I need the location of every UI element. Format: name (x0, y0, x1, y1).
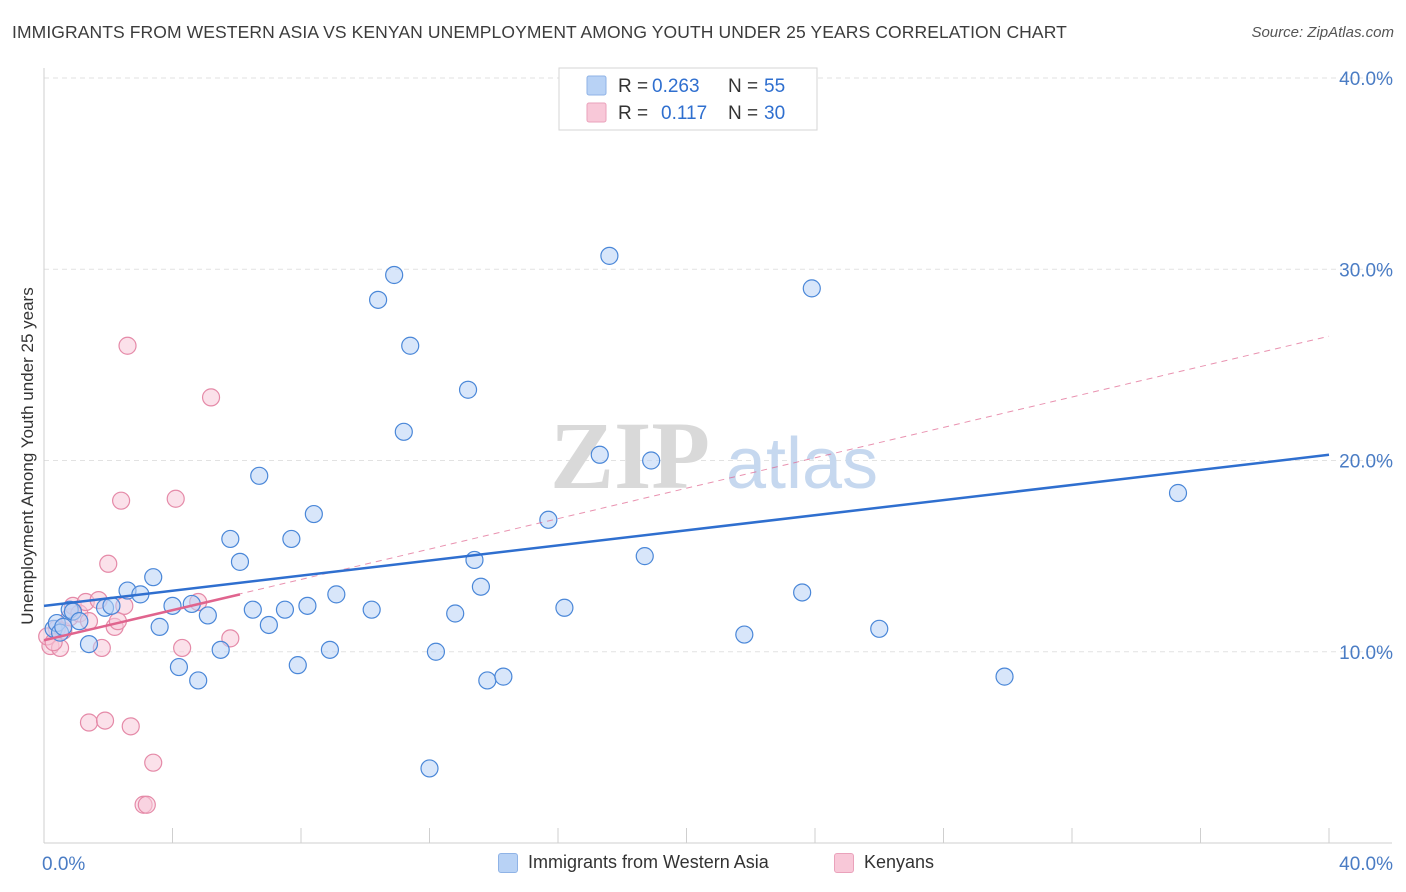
watermark: ZIP atlas (550, 402, 878, 509)
western-asia-point (320, 640, 340, 659)
kenyans-point (144, 753, 163, 772)
western-asia-point (539, 510, 558, 529)
y-tick-label: 40.0% (1339, 69, 1393, 90)
western-asia-point (54, 617, 73, 636)
axes (43, 68, 1392, 844)
western-asia-point (401, 336, 420, 355)
legend-r-label-kenyans: R = (618, 103, 648, 124)
western-asia-point (102, 596, 121, 615)
legend-swatch-western-asia (498, 852, 518, 873)
western-asia-point (327, 585, 346, 604)
western-asia-point (458, 380, 478, 399)
legend-n-label-western-asia: N = (728, 76, 758, 97)
y-tick-label: 10.0% (1339, 643, 1393, 664)
x-tick-labels: 0.0% 40.0% (42, 854, 1393, 875)
legend-n-value-western-asia: 55 (764, 76, 785, 97)
western-asia-point (1168, 483, 1188, 503)
y-tick-label: 30.0% (1339, 260, 1393, 281)
x-tick-label: 40.0% (1339, 854, 1393, 875)
western-asia-trend-line (43, 453, 1330, 608)
western-asia-point (471, 577, 490, 596)
legend-label-kenyans: Kenyans (864, 852, 935, 872)
kenyans-trend-extended (43, 335, 1330, 641)
western-asia-points (44, 246, 1188, 778)
legend-item-western-asia[interactable]: Immigrants from Western Asia (498, 852, 769, 873)
western-asia-point (70, 612, 89, 631)
western-asia-point (394, 422, 413, 441)
legend-r-value-western-asia: 0.263 (652, 76, 700, 97)
kenyans-point (79, 713, 99, 732)
western-asia-point (221, 529, 240, 549)
legend-box: R = 0.263 N = 55 R = 0.117 N = 30 (558, 67, 818, 131)
western-asia-point (385, 265, 404, 285)
legend-r-label-western-asia: R = (618, 76, 648, 97)
western-asia-point (426, 642, 446, 661)
x-ticks (172, 828, 1330, 843)
western-asia-point (250, 466, 269, 485)
western-asia-point (144, 568, 163, 587)
chart-title: IMMIGRANTS FROM WESTERN ASIA VS KENYAN U… (12, 22, 1067, 42)
bottom-legend: Immigrants from Western Asia Kenyans (0, 852, 1406, 876)
legend-n-value-kenyans: 30 (764, 103, 785, 124)
western-asia-point (494, 667, 513, 686)
y-tick-labels: 10.0% 20.0% 30.0% 40.0% (1339, 69, 1393, 664)
western-asia-point (169, 657, 189, 677)
legend-n-label-kenyans: N = (728, 103, 758, 124)
western-asia-point (590, 445, 609, 464)
western-asia-point (635, 547, 654, 566)
legend-swatch-kenyans (586, 102, 607, 123)
kenyans-point (99, 554, 118, 573)
western-asia-point (995, 667, 1014, 686)
western-asia-point (446, 604, 465, 623)
western-asia-point (793, 583, 812, 602)
kenyans-point (201, 388, 221, 407)
western-asia-point (259, 615, 278, 635)
western-asia-point (802, 279, 821, 298)
western-asia-point (369, 290, 388, 309)
western-asia-point (243, 600, 262, 619)
western-asia-point (211, 640, 230, 659)
kenyans-point (118, 336, 137, 355)
y-tick-label: 20.0% (1339, 452, 1393, 473)
kenyans-point (137, 795, 156, 814)
western-asia-point (642, 451, 661, 470)
kenyans-point (173, 638, 192, 658)
svg-text:ZIP: ZIP (550, 402, 710, 509)
svg-text:atlas: atlas (726, 424, 878, 504)
kenyans-point (111, 491, 131, 510)
western-asia-point (298, 596, 317, 615)
legend-r-value-kenyans: 0.117 (661, 103, 707, 124)
kenyans-point (95, 711, 115, 730)
western-asia-point (150, 617, 169, 636)
kenyans-points (38, 336, 240, 814)
western-asia-point (288, 656, 307, 675)
western-asia-point (362, 600, 381, 619)
kenyans-trend-line (43, 593, 241, 642)
western-asia-point (189, 671, 208, 690)
source-label: Source: ZipAtlas.com (1251, 24, 1394, 41)
western-asia-point (870, 619, 889, 638)
western-asia-point (282, 529, 301, 549)
trend-lines (43, 335, 1330, 642)
western-asia-point (555, 598, 574, 617)
legend-label-western-asia: Immigrants from Western Asia (528, 852, 769, 872)
western-asia-point (478, 671, 497, 690)
western-asia-point (304, 504, 323, 524)
western-asia-point (230, 552, 250, 571)
western-asia-point (275, 600, 295, 619)
x-tick-label: 0.0% (42, 854, 85, 875)
western-asia-point (735, 625, 754, 644)
western-asia-point (420, 759, 439, 778)
kenyans-point (121, 717, 140, 736)
legend-item-kenyans[interactable]: Kenyans (834, 852, 934, 873)
western-asia-point (79, 634, 99, 654)
legend-swatch-western-asia (586, 75, 607, 96)
western-asia-point (198, 606, 217, 625)
western-asia-point (600, 246, 619, 265)
legend-swatch-kenyans (834, 852, 854, 873)
kenyans-point (166, 489, 185, 508)
